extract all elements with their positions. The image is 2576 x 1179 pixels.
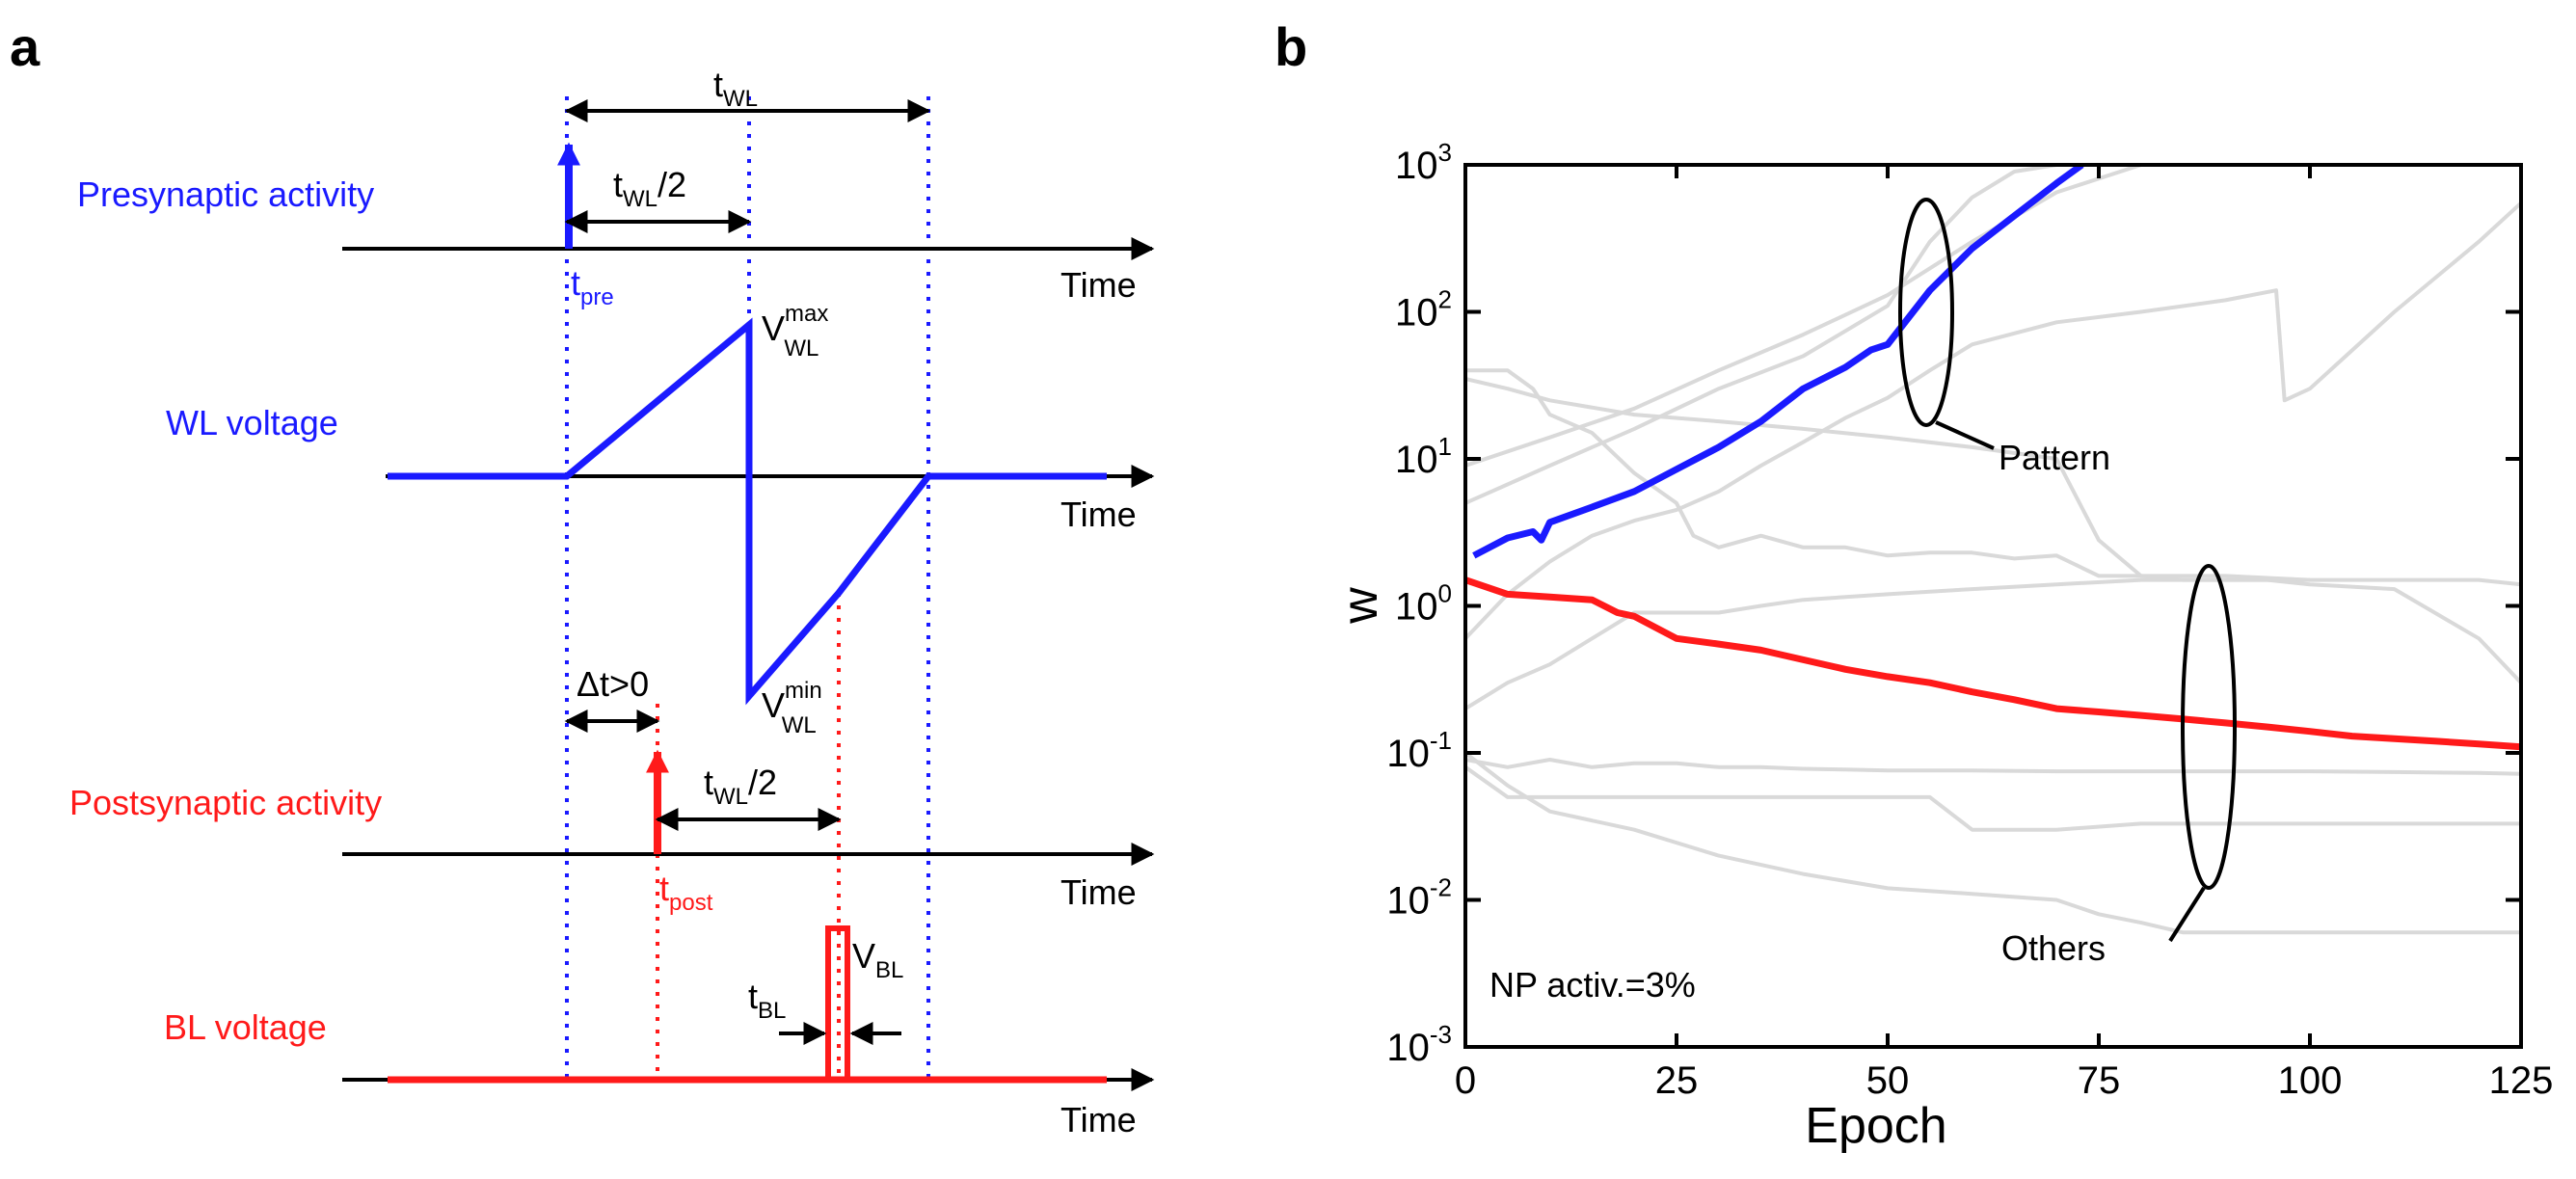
panel-a: a tWL Presynaptic activity Time tWL/2 tp…	[10, 16, 1155, 1139]
time-label-4: Time	[1060, 1100, 1137, 1139]
series-line-4	[1465, 201, 2521, 640]
y-tick-label: 100	[1395, 579, 1452, 629]
series-line-3	[1465, 165, 2057, 505]
t-wl-label: tWL	[713, 65, 758, 112]
v-bl-label: VBL	[852, 936, 903, 983]
wl-voltage-waveform	[388, 317, 1107, 706]
series-line-8	[1465, 758, 2521, 776]
x-tick-label: 75	[2078, 1059, 2121, 1102]
series-line-0	[1472, 165, 2084, 559]
x-tick-label: 50	[1866, 1059, 1910, 1102]
t-pre-label: tpre	[571, 263, 614, 310]
series-line-5	[1465, 368, 2310, 582]
panel-a-label: a	[10, 16, 40, 77]
series-line-1	[1465, 576, 2521, 751]
t-bl-label: tBL	[748, 977, 786, 1024]
y-tick-label: 10-1	[1386, 726, 1452, 775]
bl-pulse	[825, 925, 850, 1083]
y-axis-title: w	[1332, 587, 1388, 625]
bl-voltage-label: BL voltage	[164, 1007, 327, 1047]
x-tick-label: 100	[2278, 1059, 2343, 1102]
plot-frame	[1463, 163, 2523, 1049]
v-wl-min-label: Vmin WL	[762, 678, 822, 738]
pattern-label: Pattern	[1999, 438, 2110, 477]
y-tick-label: 102	[1395, 285, 1452, 335]
others-ellipse	[2181, 564, 2237, 890]
np-activ-annotation: NP activ.=3%	[1489, 965, 1696, 1005]
y-tick-label: 101	[1395, 432, 1452, 481]
presynaptic-label: Presynaptic activity	[77, 174, 374, 214]
series-layer	[1465, 165, 2521, 935]
t-wl-half-label-top: tWL/2	[613, 165, 686, 212]
panel-b-label: b	[1275, 16, 1307, 77]
postsynaptic-label: Postsynaptic activity	[69, 783, 382, 822]
t-post-label: tpost	[659, 869, 713, 916]
x-axis-title: Epoch	[1805, 1098, 1946, 1154]
pattern-leader-line	[1935, 420, 1995, 450]
delta-t-label: Δt>0	[577, 664, 649, 704]
series-line-10	[1465, 751, 2521, 935]
others-label: Others	[2001, 928, 2106, 968]
pattern-ellipse	[1898, 198, 1954, 427]
t-wl-half-label-bottom: tWL/2	[704, 763, 777, 810]
y-tick-label: 10-2	[1386, 873, 1452, 923]
x-tick-label: 25	[1655, 1059, 1699, 1102]
x-tick-label: 125	[2489, 1059, 2554, 1102]
series-line-9	[1465, 765, 2521, 832]
wl-voltage-label: WL voltage	[166, 403, 338, 442]
axes-layer: 0 25 50 75 100 125 10-3 10-2 10-1 100 101 102 103	[1386, 138, 2553, 1102]
time-label-2: Time	[1060, 495, 1137, 534]
time-label-3: Time	[1060, 872, 1137, 912]
y-tick-label: 103	[1395, 138, 1452, 187]
x-tick-label: 0	[1455, 1059, 1476, 1102]
others-leader-line	[2168, 886, 2206, 943]
panel-b: b 0 25 50 75 100 12510-310-210-1100101102103 …	[1275, 16, 2553, 1154]
series-line-6	[1465, 377, 2521, 587]
y-tick-label: 10-3	[1386, 1020, 1452, 1069]
series-line-7	[1465, 577, 2521, 710]
v-wl-max-label: Vmax WL	[762, 301, 828, 362]
time-label-1: Time	[1060, 265, 1137, 305]
